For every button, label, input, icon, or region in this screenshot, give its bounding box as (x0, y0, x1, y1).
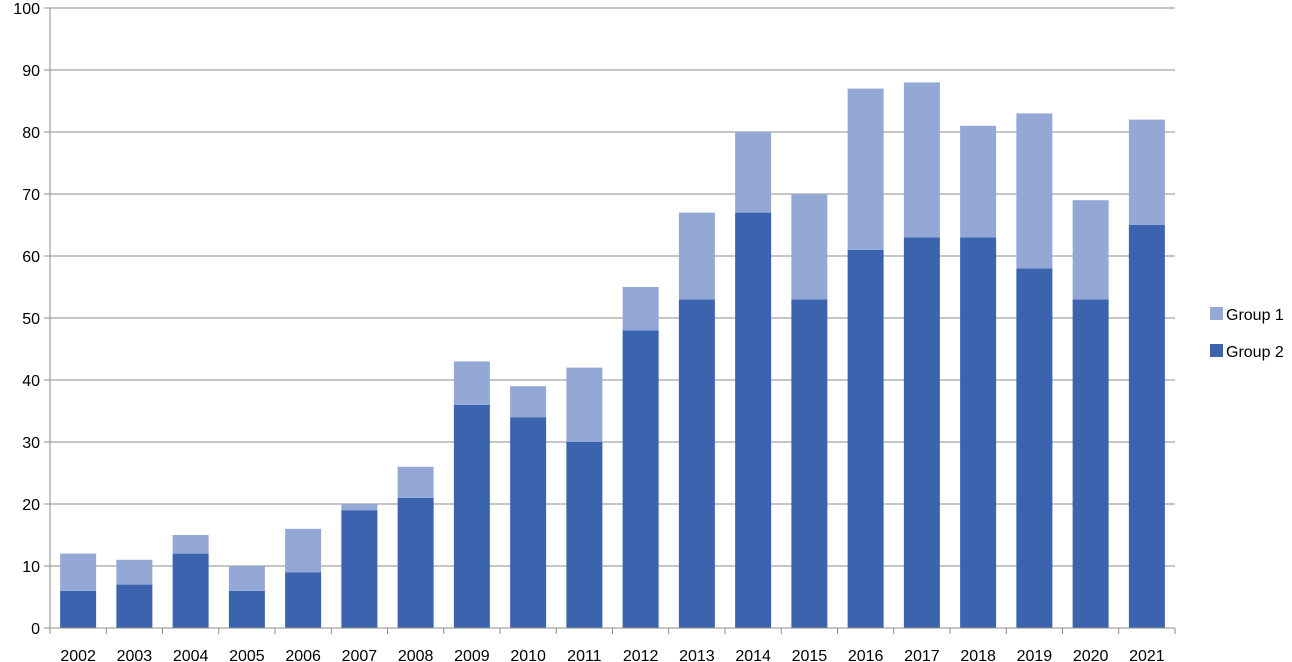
bar-group-1-2007 (341, 504, 378, 511)
bar-group-1-2002 (60, 553, 97, 591)
bars (60, 82, 1165, 629)
bar-group-2-2008 (397, 497, 434, 628)
y-tick-labels: 0 10 20 30 40 50 60 70 80 90 100 (13, 1, 40, 638)
x-tick-labels: 2002 2003 2004 2005 2006 2007 2008 2009 2010 2011… (60, 648, 1164, 662)
bar-group-2-2012 (622, 330, 659, 628)
y-tick-label: 20 (22, 497, 40, 514)
bar-group-2-2018 (960, 237, 997, 628)
bar-group-1-2011 (566, 367, 603, 442)
bar-group-2-2011 (566, 442, 603, 628)
x-tick-label: 2013 (679, 648, 715, 662)
legend: Group 1 Group 2 (1210, 307, 1284, 361)
bar-group-1-2003 (116, 559, 153, 585)
bar-group-1-2016 (847, 88, 884, 250)
bar-group-2-2007 (341, 510, 378, 628)
x-tick-label: 2018 (960, 648, 996, 662)
bar-group-1-2013 (678, 212, 715, 300)
bar-group-1-2008 (397, 466, 434, 498)
bar-group-2-2003 (116, 584, 153, 628)
y-tick-label: 70 (22, 187, 40, 204)
x-tick-label: 2006 (285, 648, 321, 662)
legend-swatch (1210, 344, 1223, 357)
x-tick-label: 2015 (792, 648, 828, 662)
x-tick-label: 2005 (229, 648, 265, 662)
bar-group-2-2016 (847, 249, 884, 629)
y-tick-label: 10 (22, 559, 40, 576)
bar-group-1-2020 (1072, 200, 1109, 300)
bar-group-2-2006 (285, 572, 322, 628)
x-tick-label: 2007 (342, 648, 378, 662)
bar-group-1-2021 (1128, 119, 1165, 225)
y-tick-label: 30 (22, 435, 40, 452)
x-tick-label: 2021 (1129, 648, 1165, 662)
bar-group-1-2004 (172, 535, 209, 554)
bar-group-2-2021 (1128, 225, 1165, 628)
bar-group-2-2017 (903, 237, 940, 628)
bar-group-1-2014 (735, 132, 772, 213)
x-tick-label: 2014 (735, 648, 771, 662)
bar-group-1-2019 (1016, 113, 1053, 269)
x-tick-label: 2010 (510, 648, 546, 662)
x-tick-label: 2017 (904, 648, 940, 662)
bar-group-2-2015 (791, 299, 828, 628)
y-tick-label: 80 (22, 125, 40, 142)
x-tick-label: 2012 (623, 648, 659, 662)
y-tick-label: 0 (31, 621, 40, 638)
y-tick-label: 50 (22, 311, 40, 328)
bar-group-2-2002 (60, 590, 97, 628)
bar-group-2-2019 (1016, 268, 1053, 628)
y-tick-label: 90 (22, 63, 40, 80)
x-tick-label: 2011 (567, 648, 602, 662)
bar-group-2-2013 (678, 299, 715, 628)
bar-group-1-2009 (453, 361, 490, 405)
y-tick-label: 40 (22, 373, 40, 390)
bar-group-2-2005 (228, 590, 265, 628)
bar-group-1-2015 (791, 194, 828, 300)
legend-label: Group 2 (1226, 344, 1284, 361)
x-tick-label: 2009 (454, 648, 490, 662)
x-tick-label: 2004 (173, 648, 209, 662)
y-tick-label: 60 (22, 249, 40, 266)
bar-group-1-2010 (510, 386, 547, 418)
x-tick-label: 2019 (1017, 648, 1053, 662)
x-tick-label: 2016 (848, 648, 884, 662)
bar-group-1-2018 (960, 125, 997, 238)
x-tick-label: 2002 (60, 648, 96, 662)
bar-group-2-2020 (1072, 299, 1109, 628)
x-tick-label: 2008 (398, 648, 434, 662)
bar-group-2-2004 (172, 553, 209, 628)
bar-group-1-2006 (285, 528, 322, 573)
legend-swatch (1210, 307, 1223, 320)
legend-label: Group 1 (1226, 307, 1284, 324)
x-tick-label: 2003 (117, 648, 153, 662)
bar-group-2-2009 (453, 404, 490, 628)
bar-group-2-2010 (510, 417, 547, 628)
x-tick-label: 2020 (1073, 648, 1109, 662)
gridlines (50, 7, 1175, 567)
bar-group-1-2017 (903, 82, 940, 238)
axes (44, 7, 1176, 634)
bar-group-1-2012 (622, 287, 659, 331)
y-tick-label: 100 (13, 1, 40, 18)
bar-group-1-2005 (228, 566, 265, 591)
bar-group-2-2014 (735, 212, 772, 628)
